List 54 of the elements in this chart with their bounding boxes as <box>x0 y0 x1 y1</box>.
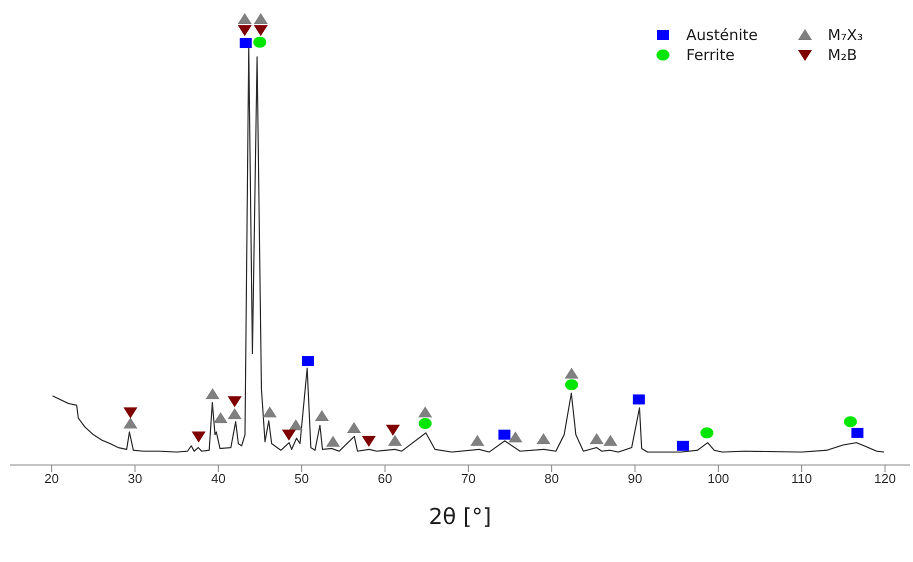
point <box>700 427 714 438</box>
legend-label: Ferrite <box>686 46 735 64</box>
x-tick-label: 60 <box>378 471 392 486</box>
x-tick-label: 30 <box>128 471 142 486</box>
x-tick-label: 70 <box>461 471 476 486</box>
point <box>844 416 857 428</box>
legend-label: Austénite <box>686 26 758 44</box>
point <box>603 434 618 446</box>
point <box>536 433 550 444</box>
point <box>262 406 277 418</box>
point <box>418 418 432 430</box>
point <box>565 379 578 390</box>
point <box>253 36 266 48</box>
point <box>362 436 376 447</box>
point <box>418 406 432 418</box>
point <box>470 434 484 446</box>
point <box>314 410 329 421</box>
point <box>214 412 228 424</box>
x-tick-label: 50 <box>294 471 309 486</box>
point <box>282 430 296 441</box>
point <box>240 38 252 48</box>
point <box>123 418 138 429</box>
point <box>498 430 510 440</box>
point <box>228 396 242 408</box>
x-tick-label: 40 <box>211 471 226 486</box>
x-tick-label: 90 <box>628 471 642 486</box>
x-tick-label: 80 <box>544 471 559 486</box>
point <box>851 428 864 438</box>
x-axis-title: 2θ [°] <box>428 505 492 530</box>
point <box>386 424 400 436</box>
point <box>192 431 206 442</box>
point <box>238 25 252 36</box>
point <box>288 419 303 430</box>
point <box>206 388 220 400</box>
x-tick-label: 100 <box>707 471 730 486</box>
x-tick-label: 20 <box>44 471 59 486</box>
point <box>326 436 340 447</box>
point <box>228 408 242 420</box>
point <box>254 25 268 36</box>
legend-label: M₇X₃ <box>828 26 863 44</box>
point <box>508 431 522 442</box>
legend-label: M₂B <box>828 46 857 64</box>
point <box>388 434 402 446</box>
x-tick-label: 120 <box>874 471 896 486</box>
point <box>254 13 268 24</box>
x-tick-label: 110 <box>791 471 812 486</box>
point <box>302 356 314 366</box>
point <box>347 422 361 433</box>
point <box>123 407 138 418</box>
point <box>564 368 579 379</box>
point <box>632 394 645 404</box>
point <box>238 13 252 24</box>
point <box>590 433 604 444</box>
point <box>676 440 689 451</box>
